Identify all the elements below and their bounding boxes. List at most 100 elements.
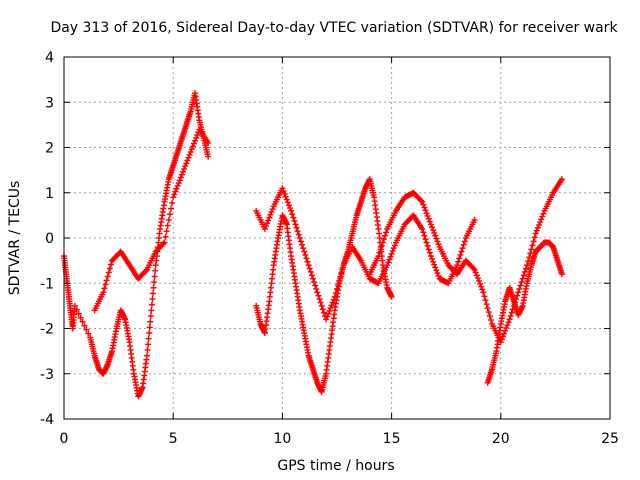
data-point bbox=[290, 214, 297, 221]
data-point bbox=[378, 242, 385, 249]
data-point bbox=[303, 255, 310, 262]
data-point bbox=[532, 230, 539, 237]
data-point bbox=[423, 239, 430, 246]
data-point bbox=[504, 322, 511, 329]
y-tick-label: -4 bbox=[40, 412, 54, 428]
tick-layer: 0 5 10 15 20 25 -4 -3 -2 -1 0 1 2 3 4 bbox=[40, 50, 619, 447]
data-point bbox=[502, 327, 509, 334]
data-point bbox=[148, 307, 155, 314]
data-point bbox=[477, 280, 484, 287]
data-point bbox=[148, 301, 155, 308]
data-point bbox=[149, 296, 156, 303]
data-point bbox=[383, 229, 390, 236]
x-tick-label: 5 bbox=[169, 431, 178, 447]
data-point bbox=[285, 202, 292, 209]
data-point bbox=[429, 255, 436, 262]
data-point bbox=[323, 316, 330, 323]
data-point bbox=[186, 151, 193, 158]
data-point bbox=[79, 318, 86, 325]
y-tick-label: -3 bbox=[40, 367, 54, 383]
data-point bbox=[178, 171, 185, 178]
data-point bbox=[390, 245, 397, 252]
data-point bbox=[517, 282, 524, 289]
data-point bbox=[146, 324, 153, 331]
data-point bbox=[100, 289, 107, 296]
data-point bbox=[171, 191, 178, 198]
data-point bbox=[268, 208, 275, 215]
data-point bbox=[530, 238, 537, 245]
data-point bbox=[267, 211, 274, 218]
data-point bbox=[305, 262, 312, 269]
data-point bbox=[205, 139, 212, 146]
data-point bbox=[335, 281, 342, 288]
data-point bbox=[320, 309, 327, 316]
data-point bbox=[454, 262, 461, 269]
data-point bbox=[529, 242, 536, 249]
data-point bbox=[386, 256, 393, 263]
data-point bbox=[313, 285, 320, 292]
data-point bbox=[483, 301, 490, 308]
data-point bbox=[329, 299, 336, 306]
data-point bbox=[176, 177, 183, 184]
data-point bbox=[472, 269, 479, 276]
data-point bbox=[151, 279, 158, 286]
data-point bbox=[326, 307, 333, 314]
x-tick-label: 15 bbox=[383, 431, 401, 447]
x-axis-label: GPS time / hours bbox=[277, 458, 394, 474]
data-point bbox=[481, 293, 488, 300]
data-point bbox=[193, 134, 200, 141]
data-point bbox=[475, 277, 482, 284]
data-point bbox=[173, 185, 180, 192]
data-point bbox=[507, 313, 514, 320]
data-point bbox=[293, 224, 300, 231]
data-point bbox=[338, 270, 345, 277]
data-point bbox=[388, 250, 395, 257]
y-tick-label: 1 bbox=[45, 186, 54, 202]
data-point bbox=[297, 238, 304, 245]
y-tick-label: -2 bbox=[40, 322, 54, 338]
data-point bbox=[478, 283, 485, 290]
data-point bbox=[470, 265, 477, 272]
data-point bbox=[382, 232, 389, 239]
data-point bbox=[531, 234, 538, 241]
data-point bbox=[429, 224, 436, 231]
data-point bbox=[172, 188, 179, 195]
data-point bbox=[506, 316, 513, 323]
data-point bbox=[81, 322, 88, 329]
data-point bbox=[460, 241, 467, 248]
data-point bbox=[537, 219, 544, 226]
x-tick-label: 0 bbox=[60, 431, 69, 447]
data-point bbox=[375, 253, 382, 260]
data-point bbox=[182, 163, 189, 170]
data-point bbox=[325, 310, 332, 317]
data-point bbox=[426, 249, 433, 256]
data-point bbox=[168, 205, 175, 212]
data-point bbox=[456, 255, 463, 262]
data-point bbox=[301, 248, 308, 255]
data-point bbox=[380, 236, 387, 243]
data-point bbox=[317, 299, 324, 306]
data-point bbox=[473, 272, 480, 279]
chart-title: Day 313 of 2016, Sidereal Day-to-day VTE… bbox=[50, 20, 618, 36]
data-point bbox=[339, 266, 346, 273]
data-point bbox=[316, 296, 323, 303]
data-point bbox=[457, 251, 464, 258]
data-point bbox=[424, 212, 431, 219]
data-point bbox=[434, 270, 441, 277]
grid-layer bbox=[64, 57, 610, 419]
data-point bbox=[288, 207, 295, 214]
data-point bbox=[534, 224, 541, 231]
data-point bbox=[422, 236, 429, 243]
data-point bbox=[427, 253, 434, 260]
data-point bbox=[497, 339, 504, 346]
data-point bbox=[174, 182, 181, 189]
data-point bbox=[328, 302, 335, 309]
data-point bbox=[533, 227, 540, 234]
data-point bbox=[318, 302, 325, 309]
data-point bbox=[296, 235, 303, 241]
data-point bbox=[379, 239, 386, 246]
data-point bbox=[503, 324, 510, 331]
data-point bbox=[519, 275, 526, 282]
data-point bbox=[498, 336, 505, 343]
